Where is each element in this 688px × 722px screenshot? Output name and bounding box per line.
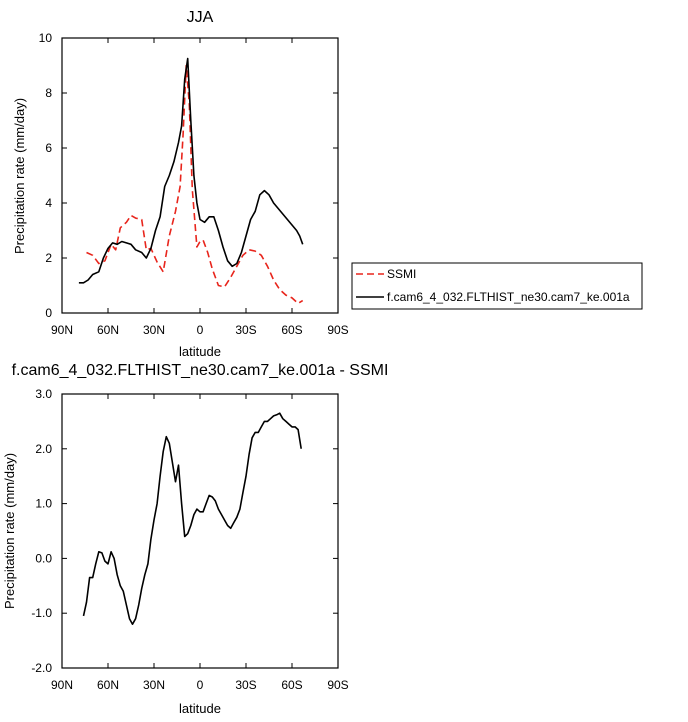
top-y-tick-label: 8 [45, 86, 52, 100]
bottom-y-axis-title: Precipitation rate (mm/day) [2, 453, 17, 609]
bottom-x-tick-label: 60N [97, 678, 119, 692]
bottom-x-axis-title: latitude [179, 701, 221, 716]
top-axis-ticks: 90N 60N 30N 0 30S 60S 90S 0 2 4 6 8 10 [39, 31, 349, 337]
top-x-tick-label: 30N [143, 323, 165, 337]
bottom-axis-ticks: 90N 60N 30N 0 30S 60S 90S -2.0 -1.0 0.0 1.0 2.0 3.0 [31, 387, 348, 692]
bottom-panel-title: f.cam6_4_032.FLTHIST_ne30.cam7_ke.001a -… [12, 362, 389, 379]
top-x-tick-label: 0 [197, 323, 204, 337]
bottom-y-tick-label: 0.0 [35, 551, 52, 565]
bottom-x-tick-label: 30S [235, 678, 256, 692]
bottom-x-tick-label: 90N [51, 678, 73, 692]
top-x-axis-title: latitude [179, 344, 221, 359]
top-y-tick-label: 4 [45, 196, 52, 210]
bottom-y-tick-label: 2.0 [35, 442, 52, 456]
top-y-tick-label: 6 [45, 141, 52, 155]
legend-label-ssmi: SSMI [387, 267, 416, 281]
bottom-x-tick-label: 60S [281, 678, 302, 692]
top-series-line-1 [78, 57, 304, 284]
top-series-line-0 [86, 64, 304, 305]
bottom-series-line-0 [82, 412, 302, 626]
bottom-panel: f.cam6_4_032.FLTHIST_ne30.cam7_ke.001a -… [2, 362, 388, 716]
bottom-plot-frame [61, 393, 339, 669]
legend-label-model: f.cam6_4_032.FLTHIST_ne30.cam7_ke.001a [387, 290, 630, 304]
top-plot-frame [61, 37, 339, 314]
top-x-tick-label: 90S [327, 323, 348, 337]
top-series-group [78, 57, 304, 305]
top-panel-title: JJA [187, 9, 214, 26]
legend: SSMI f.cam6_4_032.FLTHIST_ne30.cam7_ke.0… [351, 262, 643, 310]
bottom-y-tick-label: -1.0 [31, 606, 52, 620]
bottom-series-group [82, 412, 302, 626]
legend-box [351, 262, 643, 310]
top-x-tick-label: 60N [97, 323, 119, 337]
top-y-tick-label: 2 [45, 251, 52, 265]
bottom-x-tick-label: 90S [327, 678, 348, 692]
top-x-tick-label: 30S [235, 323, 256, 337]
top-x-tick-label: 90N [51, 323, 73, 337]
bottom-x-tick-label: 0 [197, 678, 204, 692]
top-y-axis-title: Precipitation rate (mm/day) [12, 98, 27, 254]
bottom-y-tick-label: -2.0 [31, 661, 52, 675]
top-y-tick-label: 0 [45, 306, 52, 320]
top-x-tick-label: 60S [281, 323, 302, 337]
top-y-tick-label: 10 [39, 31, 53, 45]
bottom-x-tick-label: 30N [143, 678, 165, 692]
bottom-y-tick-label: 3.0 [35, 387, 52, 401]
bottom-y-tick-label: 1.0 [35, 497, 52, 511]
